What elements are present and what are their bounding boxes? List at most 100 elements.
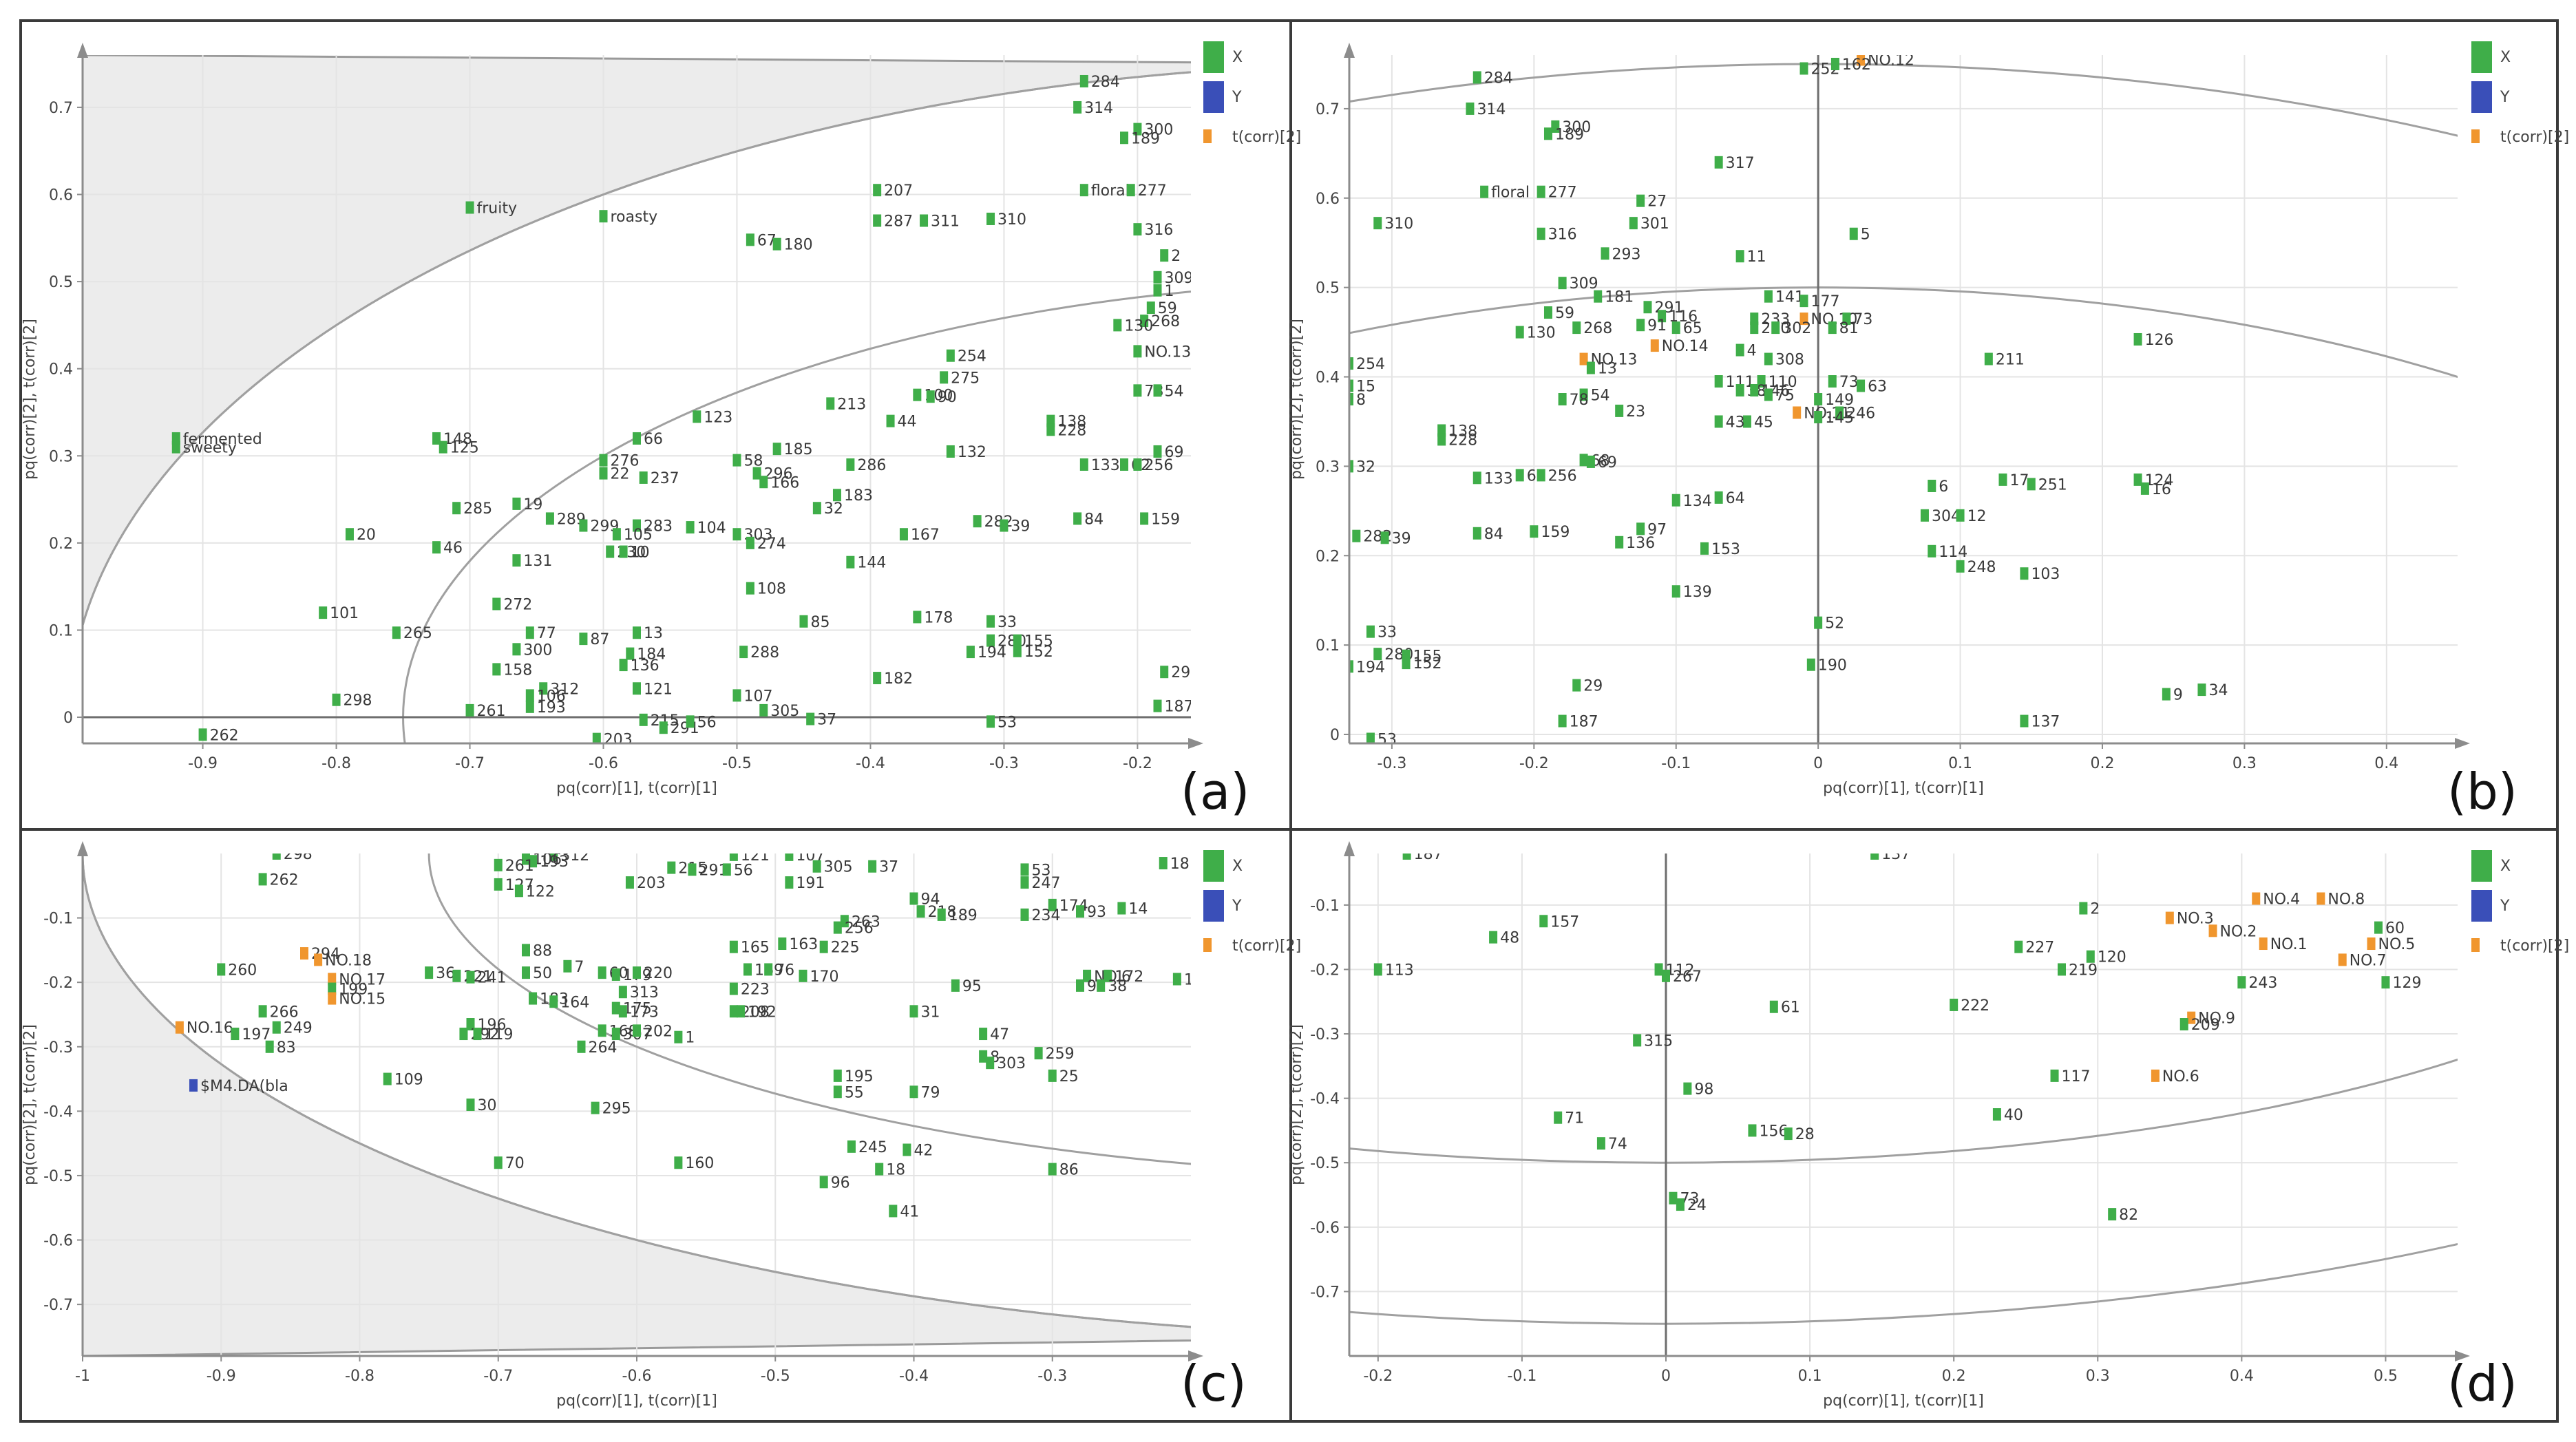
data-point (1920, 509, 1929, 522)
y-tick-label: 0.7 (49, 100, 73, 117)
point-label: 18 (886, 1162, 905, 1179)
legend-label: Y (2500, 898, 2510, 915)
data-point (1160, 666, 1169, 679)
y-tick-label: 0.5 (1316, 280, 1340, 297)
panel-tag: (d) (2447, 1355, 2517, 1412)
data-point (2079, 902, 2088, 915)
data-point (1466, 102, 1475, 115)
data-point (1857, 379, 1866, 392)
y-tick-label: 0.2 (1316, 548, 1340, 565)
data-point (1380, 531, 1389, 544)
data-point (1594, 290, 1603, 303)
data-point (746, 582, 754, 595)
point-label: 22 (611, 466, 630, 483)
point-label: 37 (817, 712, 836, 729)
data-point (633, 519, 641, 532)
x-axis-title: pq(corr)[1], t(corr)[1] (1823, 1392, 1984, 1410)
data-point (1857, 55, 1866, 66)
data-point (1079, 458, 1088, 471)
point-label: 37 (879, 859, 898, 876)
data-point (319, 606, 328, 619)
data-point (432, 432, 441, 445)
point-label: 43 (1726, 414, 1745, 431)
data-point (847, 1140, 856, 1153)
y-tick-label: 0.2 (49, 536, 73, 553)
data-point (612, 528, 621, 541)
data-point (633, 1024, 641, 1037)
point-label: NO.5 (2378, 936, 2416, 953)
data-point (986, 615, 995, 628)
point-label: sweety (183, 440, 237, 457)
data-point (1984, 352, 1993, 365)
data-point (1671, 321, 1680, 335)
point-label: 20 (357, 527, 376, 544)
data-point (1020, 908, 1029, 921)
data-point (459, 1028, 468, 1041)
point-label: 159 (1541, 524, 1570, 541)
data-point (1928, 479, 1936, 492)
data-point (979, 1050, 988, 1063)
data-point (1558, 714, 1567, 728)
point-label: 202 (644, 1023, 673, 1040)
point-label: 121 (741, 847, 770, 865)
x-tick-label: 0.5 (2374, 1368, 2398, 1385)
data-point (1515, 326, 1524, 339)
point-label: 237 (651, 470, 679, 487)
point-label: 133 (1484, 470, 1513, 487)
point-label: 19 (523, 496, 542, 513)
point-label: 130 (1527, 325, 1556, 342)
x-axis-title: pq(corr)[1], t(corr)[1] (556, 1392, 717, 1410)
data-point (2252, 892, 2261, 905)
point-label: 175 (623, 1001, 652, 1018)
point-label: 38 (1108, 978, 1127, 995)
legend-label: Y (2500, 89, 2510, 106)
data-point (785, 853, 794, 861)
point-label: 280 (997, 633, 1026, 650)
point-label: 54 (1165, 383, 1184, 400)
point-label: 165 (741, 940, 770, 957)
point-label: 187 (1570, 714, 1598, 731)
data-point (1537, 469, 1545, 482)
point-label: 173 (630, 1004, 659, 1021)
data-point (986, 715, 995, 728)
point-label: NO.13 (1144, 343, 1191, 361)
point-label: 39 (1011, 518, 1030, 536)
point-label: 284 (1484, 70, 1513, 87)
x-tick-label: -0.2 (1363, 1368, 1393, 1385)
point-label: 208 (741, 1004, 770, 1021)
point-label: 262 (270, 871, 299, 889)
point-label: 53 (1032, 862, 1051, 879)
point-label: 117 (2062, 1068, 2091, 1085)
point-label: 203 (604, 732, 633, 749)
data-point (1133, 458, 1142, 471)
data-point (1793, 406, 1802, 419)
point-label: 46 (443, 540, 463, 557)
point-label: 149 (1825, 392, 1854, 409)
data-point (875, 1163, 884, 1176)
point-label: 76 (775, 962, 794, 979)
x-tick-label: 0.2 (2090, 755, 2114, 772)
point-label: 241 (478, 970, 507, 987)
data-point (1799, 295, 1808, 308)
point-label: 311 (931, 213, 960, 231)
x-tick-label: -0.3 (989, 755, 1019, 772)
y-axis-arrow-icon (77, 43, 88, 58)
point-label: $M4.DA(bla (200, 1078, 288, 1095)
point-label: 300 (1562, 119, 1591, 136)
data-point (2316, 892, 2325, 905)
data-point (1842, 312, 1851, 326)
y-tick-label: -0.4 (1310, 1091, 1340, 1108)
data-point (986, 212, 995, 225)
data-point (1048, 898, 1057, 911)
point-label: 148 (443, 431, 472, 448)
point-label: 119 (485, 1026, 514, 1043)
point-label: 33 (997, 614, 1017, 631)
point-label: 110 (1769, 374, 1797, 391)
data-point (1146, 301, 1155, 315)
point-label: 155 (1024, 633, 1053, 650)
point-label: 262 (210, 727, 239, 744)
y-tick-label: 0.4 (49, 361, 73, 379)
point-label: 256 (845, 920, 874, 937)
point-label: 83 (277, 1039, 296, 1057)
data-point (2140, 482, 2149, 495)
